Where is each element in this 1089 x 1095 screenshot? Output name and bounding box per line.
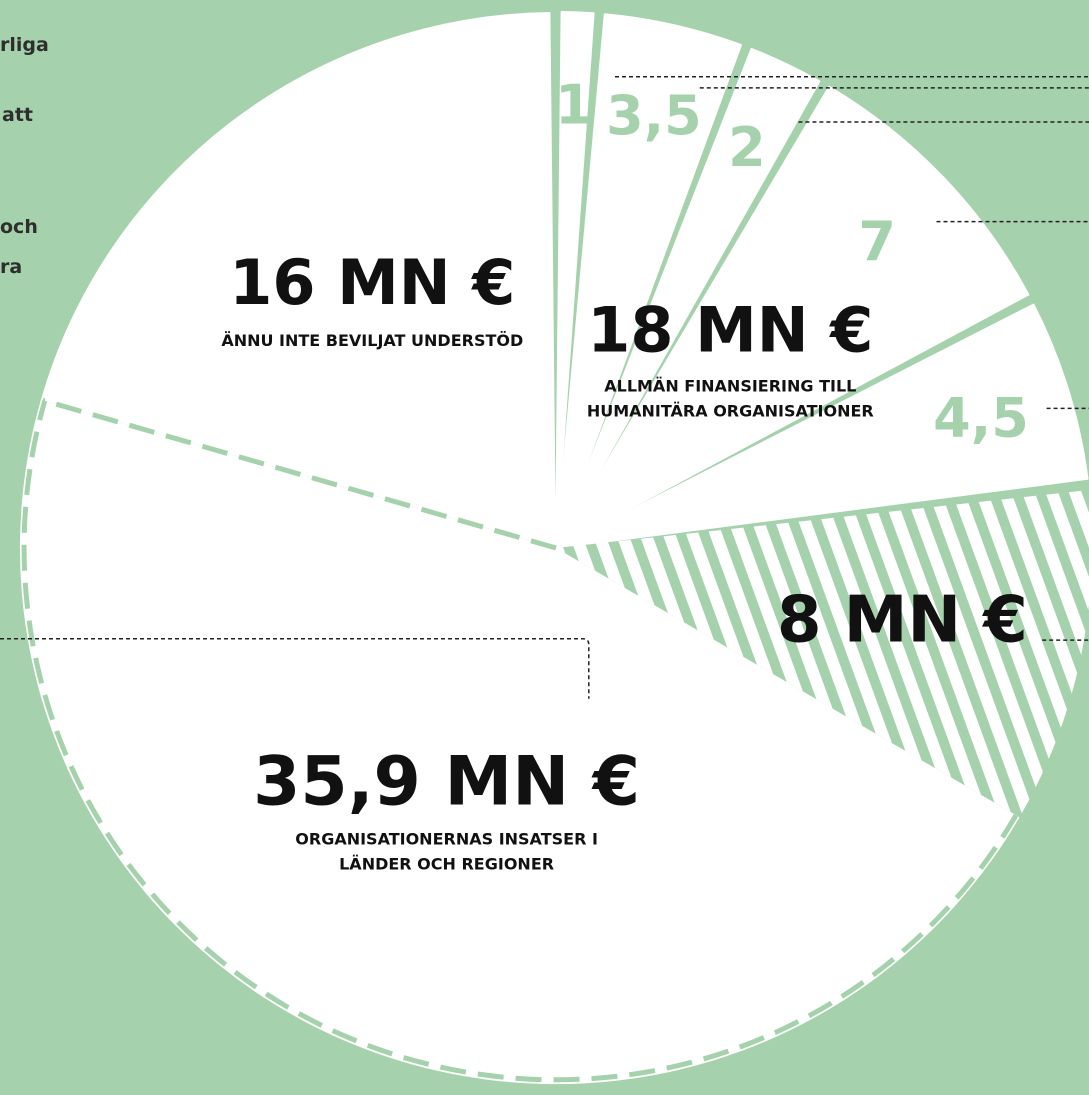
pie-slice-general-1	[555, 13, 742, 549]
cut-text-line: ra	[0, 256, 23, 278]
pie-slice-unallocated	[40, 12, 556, 548]
pie-slice-general-3	[555, 85, 1030, 549]
group-caption: HUMANITÄRA ORGANISATIONER	[587, 402, 874, 421]
cut-text-line: och	[0, 216, 38, 238]
group-caption: ALLMÄN FINANSIERING TILL	[604, 377, 856, 396]
cut-text-line: att	[2, 104, 33, 126]
slice-caption-country: LÄNDER OCH REGIONER	[339, 854, 554, 873]
pie-slice-general-4	[555, 303, 1089, 549]
slice-value-label-0: 1	[555, 74, 593, 137]
country-slice-dashed-border	[21, 400, 1019, 1083]
pie-slice-general-0	[555, 11, 595, 549]
slice-caption-unallocated: ÄNNU INTE BEVILJAT UNDERSTÖD	[221, 331, 523, 350]
slice-value-label-country: 35,9 MN €	[253, 742, 640, 821]
slice-caption-country: ORGANISATIONERNAS INSATSER I	[295, 829, 598, 848]
slice-value-label-2: 2	[728, 116, 766, 179]
group-value-label: 18 MN €	[587, 294, 873, 367]
pie-slice-country	[19, 399, 1020, 1085]
pie-slice-general-2	[555, 47, 821, 549]
pie-slice-striped	[556, 490, 1089, 818]
slice-value-label-unallocated: 16 MN €	[229, 246, 515, 319]
slice-value-label-striped: 8 MN €	[777, 584, 1028, 658]
cut-text-line: rliga	[0, 34, 49, 56]
slice-value-label-3: 7	[858, 210, 896, 273]
slice-value-label-4: 4,5	[933, 386, 1029, 449]
country-slice-dashed-divider	[42, 397, 557, 551]
slice-value-label-1: 3,5	[606, 84, 702, 147]
leader-line-country	[0, 637, 590, 699]
